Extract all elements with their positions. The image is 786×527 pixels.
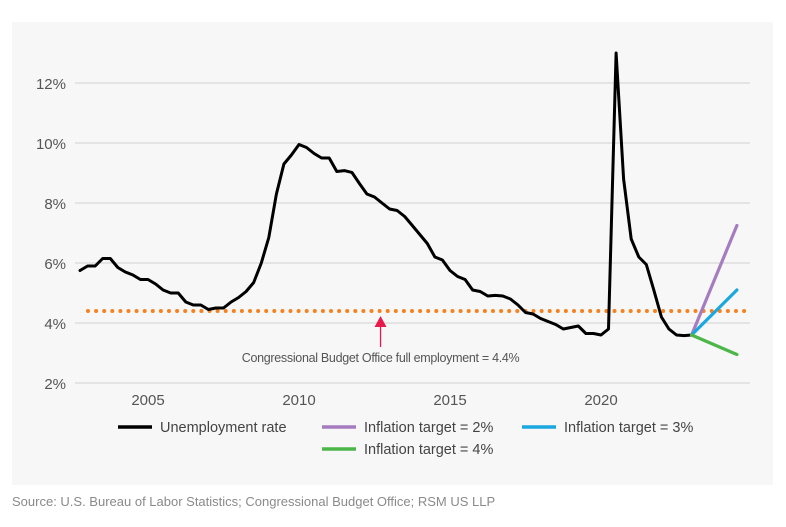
y-tick-label: 8% — [44, 196, 66, 213]
annotation-arrow-head — [374, 316, 387, 327]
unemployment-chart: 2% 4% 6% 8% 10% 12% 2005 2010 2015 2020 Congressio… — [36, 51, 750, 458]
annotation-label: Congressional Budget Office full employm… — [242, 351, 520, 365]
y-tick-label: 10% — [36, 136, 66, 153]
x-tick-label: 2020 — [584, 392, 617, 409]
y-tick-label: 4% — [44, 316, 66, 333]
y-tick-label: 12% — [36, 76, 66, 93]
legend-label: Unemployment rate — [160, 420, 287, 436]
series-line — [689, 288, 739, 337]
chart-panel — [12, 22, 773, 485]
y-tick-label: 2% — [44, 376, 66, 393]
legend-label: Inflation target = 4% — [364, 442, 493, 458]
source-note: Source: U.S. Bureau of Labor Statistics;… — [12, 494, 496, 509]
series-line — [78, 51, 694, 338]
x-tick-label: 2015 — [433, 392, 466, 409]
y-tick-label: 6% — [44, 256, 66, 273]
series-line — [689, 223, 739, 337]
x-tick-label: 2005 — [131, 392, 164, 409]
legend-label: Inflation target = 2% — [364, 420, 493, 436]
legend-label: Inflation target = 3% — [564, 420, 693, 436]
series-line — [689, 333, 739, 357]
x-tick-label: 2010 — [282, 392, 315, 409]
